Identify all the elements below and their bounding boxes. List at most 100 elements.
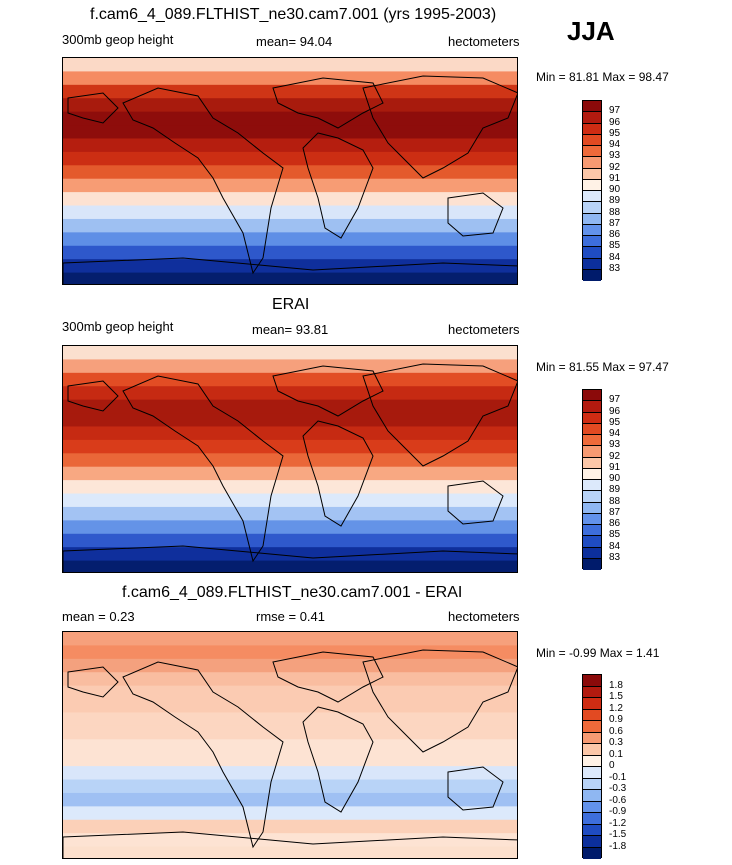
colorbar-label: 0.1 bbox=[609, 748, 623, 760]
field-band bbox=[63, 346, 517, 361]
field-band bbox=[63, 218, 517, 233]
colorbar-label: 1.2 bbox=[609, 702, 623, 714]
colorbar-label: -0.3 bbox=[609, 783, 627, 794]
field-band bbox=[63, 165, 517, 180]
colorbar-label: 84 bbox=[609, 540, 621, 552]
colorbar-cell bbox=[583, 558, 601, 570]
coastline bbox=[447, 766, 504, 811]
panel-3-minmax: Min = -0.99 Max = 1.41 bbox=[536, 646, 660, 660]
field-band bbox=[63, 480, 517, 495]
colorbar-cell bbox=[583, 491, 601, 503]
field-band bbox=[63, 819, 517, 834]
panel-1-colorbar bbox=[582, 100, 602, 281]
field-band bbox=[63, 766, 517, 781]
field-band bbox=[63, 151, 517, 166]
colorbar-cell bbox=[583, 236, 601, 248]
colorbar-cell bbox=[583, 401, 601, 413]
panel-1-mean: mean= 94.04 bbox=[256, 34, 333, 49]
field-band bbox=[63, 520, 517, 535]
coastline bbox=[447, 480, 504, 525]
colorbar-label: -0.9 bbox=[609, 806, 627, 817]
colorbar-label: 87 bbox=[609, 506, 621, 518]
colorbar-label: 83 bbox=[609, 262, 621, 274]
colorbar-cell bbox=[583, 480, 601, 492]
colorbar-cell bbox=[583, 112, 601, 124]
coastline bbox=[272, 365, 384, 417]
field-band bbox=[63, 645, 517, 660]
colorbar-label: 96 bbox=[609, 405, 621, 417]
colorbar-cell bbox=[583, 801, 601, 813]
panel-1-left-label: 300mb geop height bbox=[62, 32, 174, 47]
colorbar-cell bbox=[583, 457, 601, 469]
coastline bbox=[67, 380, 119, 412]
colorbar-label: 90 bbox=[609, 184, 621, 195]
colorbar-label: 83 bbox=[609, 551, 621, 563]
colorbar-cell bbox=[583, 755, 601, 767]
panel-3-mean: mean = 0.23 bbox=[62, 609, 135, 624]
panel-3-rmse: rmse = 0.41 bbox=[256, 609, 326, 624]
colorbar-cell bbox=[583, 709, 601, 721]
coastline bbox=[67, 92, 119, 124]
field-band bbox=[63, 846, 517, 858]
field-band bbox=[63, 372, 517, 387]
colorbar-label: 97 bbox=[609, 105, 621, 117]
colorbar-cell bbox=[583, 744, 601, 756]
panel-2-left-label: 300mb geop height bbox=[62, 319, 174, 334]
field-band bbox=[63, 58, 517, 73]
coastline bbox=[63, 831, 517, 858]
colorbar-label: 89 bbox=[609, 484, 621, 496]
panel-2-map bbox=[62, 345, 518, 573]
colorbar-label: 96 bbox=[609, 116, 621, 128]
colorbar-label: 0.9 bbox=[609, 714, 623, 725]
field-band bbox=[63, 98, 517, 113]
panel-1-map bbox=[62, 57, 518, 285]
map-svg bbox=[63, 58, 517, 284]
panel-3-title: f.cam6_4_089.FLTHIST_ne30.cam7.001 - ERA… bbox=[122, 584, 463, 601]
field-band bbox=[63, 426, 517, 441]
field-band bbox=[63, 192, 517, 207]
colorbar-label: 94 bbox=[609, 139, 621, 150]
colorbar-cell bbox=[583, 134, 601, 146]
field-band bbox=[63, 739, 517, 754]
field-band bbox=[63, 779, 517, 794]
colorbar-cell bbox=[583, 101, 601, 113]
map-svg bbox=[63, 346, 517, 572]
colorbar-cell bbox=[583, 202, 601, 214]
colorbar-cell bbox=[583, 258, 601, 270]
colorbar-label: 94 bbox=[609, 428, 621, 439]
colorbar-label: 89 bbox=[609, 195, 621, 207]
coastline bbox=[122, 375, 284, 563]
coastline bbox=[447, 192, 504, 237]
colorbar-cell bbox=[583, 698, 601, 710]
colorbar-cell bbox=[583, 146, 601, 158]
colorbar-label: 1.8 bbox=[609, 679, 623, 691]
field-band bbox=[63, 272, 517, 284]
field-band bbox=[63, 725, 517, 740]
colorbar-label: 86 bbox=[609, 229, 621, 240]
colorbar-cell bbox=[583, 390, 601, 402]
colorbar-label: 88 bbox=[609, 495, 621, 507]
panel-3-colorbar bbox=[582, 674, 602, 859]
colorbar-cell bbox=[583, 686, 601, 698]
field-band bbox=[63, 259, 517, 274]
colorbar-cell bbox=[583, 536, 601, 548]
coastline bbox=[302, 420, 374, 527]
field-band bbox=[63, 453, 517, 468]
field-band bbox=[63, 632, 517, 647]
panel-3-units: hectometers bbox=[448, 609, 520, 624]
field-band bbox=[63, 506, 517, 521]
field-band bbox=[63, 833, 517, 848]
field-band bbox=[63, 125, 517, 140]
field-band bbox=[63, 386, 517, 401]
panel-1-minmax: Min = 81.81 Max = 98.47 bbox=[536, 70, 669, 84]
field-band bbox=[63, 493, 517, 508]
coastline bbox=[362, 363, 517, 467]
coastline bbox=[302, 706, 374, 813]
field-band bbox=[63, 359, 517, 374]
colorbar-label: 93 bbox=[609, 150, 621, 162]
colorbar-cell bbox=[583, 179, 601, 191]
field-band bbox=[63, 712, 517, 727]
colorbar-label: 85 bbox=[609, 240, 621, 252]
colorbar-cell bbox=[583, 269, 601, 281]
colorbar-label: 87 bbox=[609, 217, 621, 229]
